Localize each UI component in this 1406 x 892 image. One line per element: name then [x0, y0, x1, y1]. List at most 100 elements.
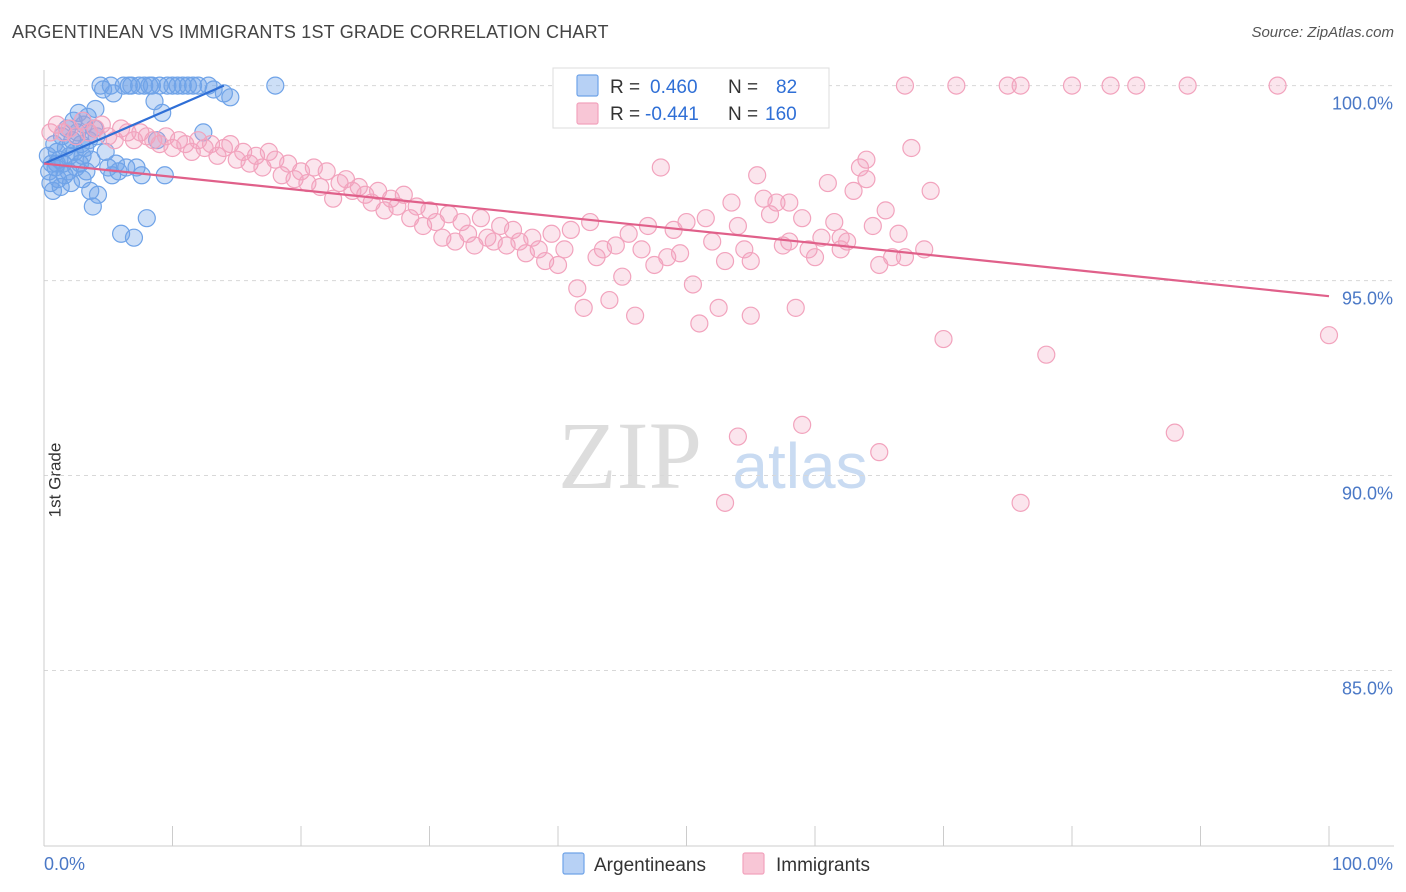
immigrants-trendline: [43, 162, 1330, 298]
stats-n-label-1: N =: [728, 77, 758, 98]
gridlines: [44, 85, 1394, 672]
argentineans-point-39: [88, 185, 108, 204]
argentineans-point-63: [150, 76, 169, 95]
immigrants-point-80: [555, 240, 574, 259]
stats-r-label-2: R =: [610, 104, 640, 125]
immigrants-point-82: [568, 279, 587, 298]
stats-swatch-immigrants: [576, 102, 599, 125]
immigrants-point-132: [889, 224, 908, 243]
immigrants-point-152: [1268, 76, 1287, 95]
argentineans-point-37: [86, 99, 105, 119]
argentineans-point-10: [51, 177, 70, 197]
argentineans-point-77: [221, 88, 240, 107]
trendlines: [43, 84, 1330, 298]
immigrants-point-127: [857, 170, 876, 189]
argentineans-trendline: [43, 84, 225, 165]
immigrants-point-90: [619, 224, 638, 243]
immigrants-point-138: [1011, 493, 1030, 512]
immigrants-point-158: [921, 181, 940, 200]
stats-r-value-1: 0.460: [650, 77, 698, 98]
y-tick-label-1: 95.0%: [1342, 289, 1393, 309]
immigrants-point-135: [715, 493, 735, 512]
legend-label-immigrants: Immigrants: [776, 855, 870, 876]
y-tick-label-0: 100.0%: [1332, 94, 1393, 114]
immigrants-point-67: [471, 209, 490, 228]
argentineans-point-57: [135, 76, 154, 95]
immigrants-point-142: [1319, 326, 1339, 345]
immigrants-point-117: [793, 209, 812, 228]
x-tick-label-max: 100.0%: [1332, 854, 1393, 874]
argentineans-point-66: [158, 76, 177, 95]
immigrants-point-55: [394, 185, 413, 204]
stats-legend: R = 0.460 N = 82 R = -0.441 N = 160: [552, 67, 830, 129]
stats-n-value-2: 160: [765, 104, 797, 125]
immigrants-point-76: [529, 240, 548, 259]
immigrants-point-91: [625, 306, 645, 325]
immigrants-point-102: [696, 209, 715, 228]
immigrants-point-87: [600, 290, 619, 310]
immigrants-point-72: [503, 220, 523, 239]
chart-title: ARGENTINEAN VS IMMIGRANTS 1ST GRADE CORR…: [12, 22, 609, 42]
immigrants-point-107: [728, 216, 748, 236]
immigrants-point-98: [670, 244, 690, 263]
immigrants-point-141: [1165, 423, 1184, 442]
immigrants-point-105: [715, 251, 735, 271]
stats-r-label-1: R =: [610, 77, 640, 98]
y-tick-label-2: 90.0%: [1342, 484, 1393, 504]
immigrants-point-121: [818, 173, 837, 193]
series-argentineans: [38, 76, 285, 247]
stats-r-value-2: -0.441: [645, 104, 699, 125]
immigrants-point-79: [548, 255, 568, 275]
argentineans-point-70: [178, 76, 198, 95]
immigrants-point-149: [1101, 76, 1120, 95]
immigrants-point-119: [805, 248, 825, 267]
immigrants-point-8: [92, 115, 111, 134]
stats-n-label-2: N =: [728, 104, 758, 125]
immigrants-point-151: [1178, 76, 1197, 95]
immigrants-point-125: [844, 181, 863, 200]
immigrants-point-64: [452, 212, 471, 232]
immigrants-point-83: [574, 298, 593, 317]
immigrants-point-136: [728, 427, 748, 446]
argentineans-point-35: [83, 197, 102, 216]
immigrants-point-128: [863, 216, 882, 236]
immigrants-point-104: [709, 298, 728, 317]
immigrants-point-156: [741, 251, 760, 271]
argentineans-point-55: [129, 76, 149, 95]
argentineans-point-68: [168, 76, 187, 95]
argentineans-point-67: [163, 76, 182, 95]
immigrants-point-122: [825, 212, 844, 232]
immigrants-point-116: [786, 298, 805, 317]
immigrants-point-148: [1062, 76, 1082, 95]
immigrants-point-155: [831, 240, 850, 259]
stats-swatch-argentineans: [576, 74, 599, 97]
immigrants-point-139: [793, 415, 812, 434]
watermark-atlas: atlas: [732, 430, 867, 502]
immigrants-point-137: [870, 443, 889, 462]
immigrants-point-120: [812, 228, 831, 247]
y-tick-labels: 100.0% 95.0% 90.0% 85.0%: [1332, 94, 1393, 699]
immigrants-point-101: [690, 314, 709, 333]
immigrants-point-75: [523, 228, 542, 247]
immigrants-point-59: [420, 201, 439, 220]
immigrants-point-78: [542, 224, 561, 243]
immigrants-point-108: [735, 240, 754, 259]
argentineans-point-78: [266, 76, 285, 95]
immigrants-point-131: [882, 248, 902, 267]
immigrants-point-100: [683, 275, 703, 294]
stats-legend-box: [552, 67, 830, 129]
argentineans-point-69: [173, 76, 192, 95]
immigrants-point-154: [857, 150, 876, 169]
watermark-zip: ZIP: [558, 402, 702, 509]
stats-n-value-1: 82: [776, 77, 797, 98]
immigrants-point-134: [902, 138, 921, 158]
argentineans-point-53: [124, 228, 144, 247]
axes: [43, 70, 1394, 847]
immigrants-point-43: [317, 162, 336, 181]
immigrants-point-88: [606, 236, 625, 255]
immigrants-point-95: [651, 158, 670, 177]
x-ticks: [43, 826, 1330, 846]
argentineans-point-71: [183, 76, 203, 95]
immigrants-point-147: [1011, 76, 1030, 95]
